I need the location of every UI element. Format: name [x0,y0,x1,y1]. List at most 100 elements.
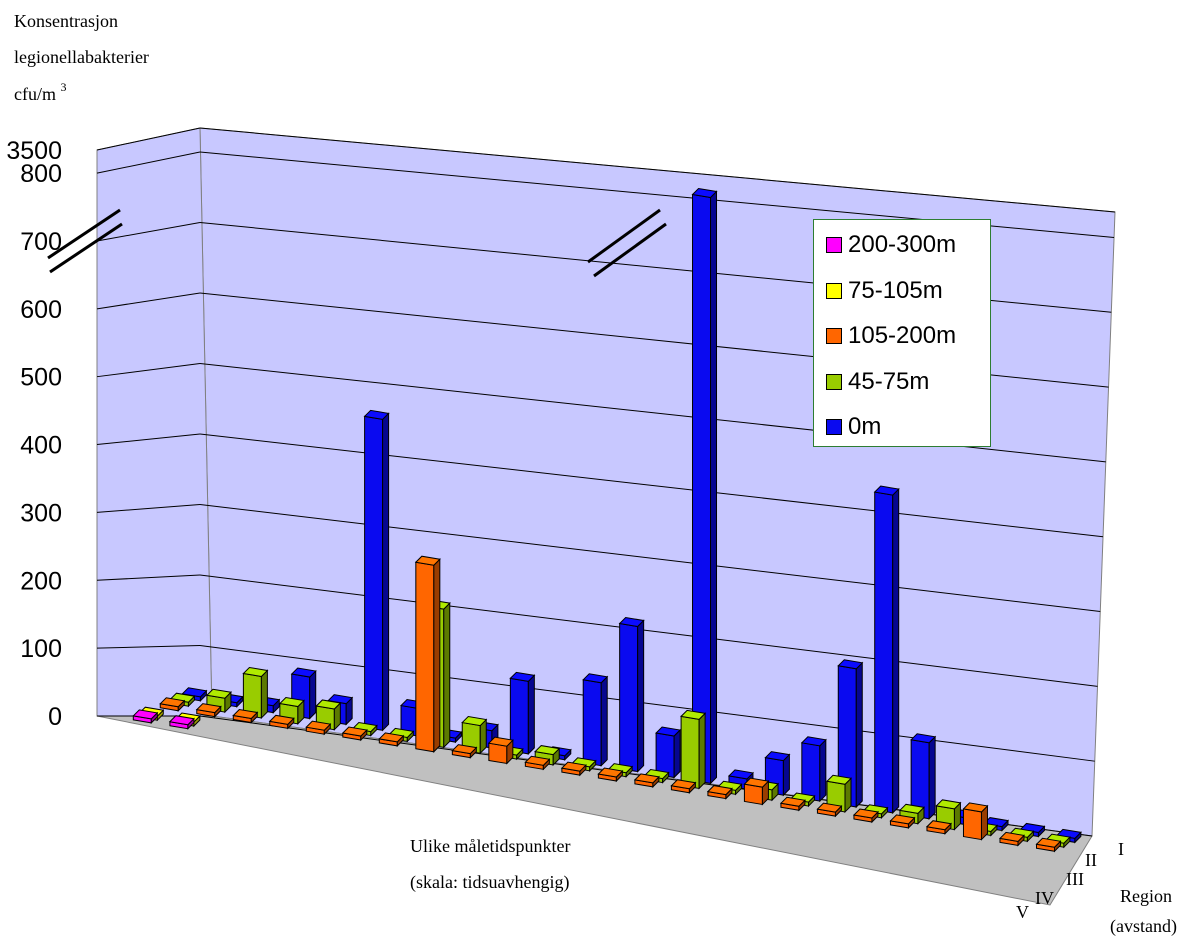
bar-105-200m-t14 [633,773,660,789]
legend-label-75-105m: 75-105m [848,277,943,304]
bar-0m-t20 [873,485,900,815]
y-tick-label: 800 [20,160,62,188]
bar-105-200m-t8 [414,555,441,753]
bar-0m-t10 [509,671,536,756]
region-axis-title: Region (avstand) [1110,886,1177,937]
bar-0m-t14 [655,726,682,779]
axis-break-mark-bar-1 [587,208,661,264]
y-tick-label: 0 [48,703,62,731]
bar-105-200m-t12 [560,761,587,777]
legend-item-200-300m: 200-300m [826,230,956,260]
bar-0m-t18 [800,736,827,803]
axis-break-mark-bar-2 [593,222,667,278]
gridline [199,645,1095,762]
bar-105-200m-t23 [962,802,989,841]
bar-105-200m-t4 [268,714,295,730]
region-label-V: V [1016,902,1029,922]
legend-label-0m: 0m [848,413,882,440]
region-axis-title-line-2: (avstand) [1110,916,1177,937]
legend-swatch-200-300m [826,237,842,253]
bar-0m-t12 [582,673,609,767]
legend: 200-300m 75-105m 105-200m 45-75m 0m [813,219,991,447]
y-axis-title-line-3: cfu/m [14,84,56,104]
y-tick-label: 500 [20,364,62,392]
legend-item-45-75m: 45-75m [826,367,929,397]
gridline [199,504,1101,613]
bar-105-200m-t3 [232,708,259,724]
bar-200-300m-t2 [168,715,195,730]
gridline-side [96,151,201,174]
bar-105-200m-t13 [597,767,624,783]
bar-0m-t19 [837,659,864,809]
bar-0m-t13 [618,616,645,773]
gridline-side [96,433,201,446]
legend-item-75-105m: 75-105m [826,276,943,306]
bar-105-200m-t6 [341,726,368,742]
gridline [199,127,1116,213]
gridline-side [96,574,201,581]
bars [132,187,1082,853]
gridline-side [96,504,201,513]
bar-105-200m-t1 [159,697,186,712]
legend-swatch-45-75m [826,374,842,390]
chart-side-wall [96,127,213,717]
legend-label-200-300m: 200-300m [848,231,957,258]
axis-break-mark-left-1 [47,208,121,260]
bar-105-200m-t16 [706,785,733,800]
bar-45-75m-t15 [680,709,707,790]
region-label-III: III [1066,869,1084,889]
bar-45-75m-t3 [242,666,269,720]
bar-105-200m-t7 [378,732,405,748]
bar-105-200m-t19 [816,802,843,818]
bar-105-200m-t21 [889,814,916,830]
legend-swatch-75-105m [826,283,842,299]
gridline-side [96,363,201,378]
bar-105-200m-t15 [670,779,697,794]
region-axis-title-line-1: Region [1120,886,1172,906]
gridline-side [96,127,201,151]
y-axis-title: Konsentrasjon legionellabakterier cfu/m … [14,11,153,104]
bar-105-200m-t11 [524,755,551,771]
x-axis-title-line-2: (skala: tidsuavhengig) [410,872,569,893]
bar-105-200m-t18 [779,796,806,812]
y-tick-label: 100 [20,635,62,663]
y-tick-label: 400 [20,432,62,460]
region-label-II: II [1085,850,1097,870]
y-axis-title-line-2: legionellabakterier [14,47,149,67]
legend-label-105-200m: 105-200m [848,322,957,349]
gridline-side [96,222,201,242]
legend-item-105-200m: 105-200m [826,321,956,351]
bar-105-200m-t10 [487,736,514,765]
y-tick-label: 300 [20,499,62,527]
x-axis-title: Ulike måletidspunkter (skala: tidsuavhen… [410,836,575,893]
gridline-side [96,645,201,649]
region-label-IV: IV [1035,888,1054,908]
y-axis-title-line-1: Konsentrasjon [14,11,118,31]
legend-swatch-0m [826,419,842,435]
region-label-I: I [1118,839,1124,859]
bar-105-200m-t9 [451,744,478,759]
bar-0m-t15 [691,187,718,785]
legend-label-45-75m: 45-75m [848,368,930,395]
bar-105-200m-t24 [998,831,1026,847]
axis-break-mark-left-2 [49,222,123,274]
x-axis-title-line-1: Ulike måletidspunkter [410,836,570,856]
legend-item-0m: 0m [826,412,881,442]
legend-swatch-105-200m [826,328,842,344]
bar-200-300m-t1 [132,709,159,725]
bar-105-200m-t25 [1035,837,1062,853]
bar-105-200m-t5 [305,720,332,736]
bar-105-200m-t22 [925,820,953,835]
gridline [199,433,1104,538]
y-tick-label: 3500 [6,137,62,165]
gridline [199,574,1098,687]
y-tick-label: 600 [20,296,62,324]
y-tick-label: 700 [20,228,62,256]
gridline-side [96,292,201,310]
y-axis-title-superscript: 3 [61,80,67,94]
y-tick-label: 200 [20,567,62,595]
bar-105-200m-t20 [852,808,879,824]
